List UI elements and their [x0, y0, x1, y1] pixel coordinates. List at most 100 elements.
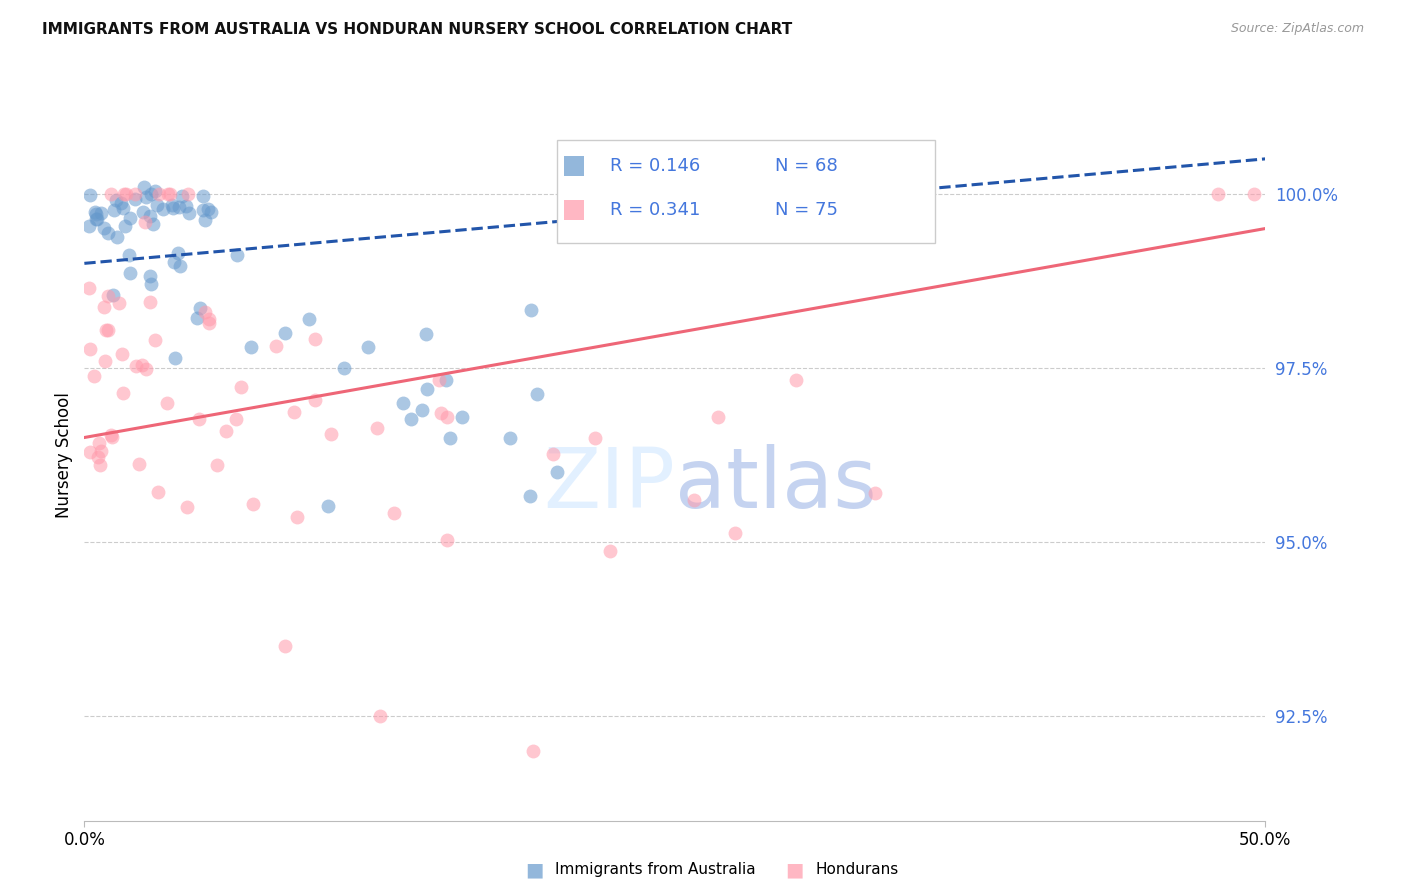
Point	[682, 493, 704, 508]
Text: R = 0.341: R = 0.341	[610, 201, 700, 219]
Point	[79, 343, 101, 357]
Text: Source: ZipAtlas.com: Source: ZipAtlas.com	[1230, 22, 1364, 36]
Point	[863, 486, 886, 500]
Point	[274, 326, 297, 340]
Y-axis label: Nursery School: Nursery School	[55, 392, 73, 518]
Point	[84, 207, 107, 221]
Point	[79, 444, 101, 458]
Text: N = 68: N = 68	[775, 157, 838, 175]
Point	[174, 199, 197, 213]
Point	[304, 332, 326, 346]
Point	[498, 430, 520, 444]
Point	[399, 412, 422, 426]
Point	[118, 248, 141, 262]
Point	[333, 360, 356, 375]
Point	[392, 395, 415, 409]
FancyBboxPatch shape	[557, 140, 935, 243]
Point	[103, 287, 125, 301]
Point	[287, 509, 309, 524]
Point	[188, 412, 211, 426]
Point	[134, 215, 156, 229]
Point	[134, 180, 156, 194]
Point	[205, 458, 228, 473]
Point	[124, 192, 146, 206]
Point	[176, 500, 198, 514]
Point	[110, 195, 132, 210]
Point	[79, 188, 101, 202]
Point	[84, 204, 107, 219]
Point	[191, 189, 214, 203]
Point	[368, 709, 391, 723]
Point	[112, 386, 135, 401]
Point	[86, 211, 108, 226]
Point	[451, 409, 474, 424]
Point	[200, 205, 222, 219]
Point	[101, 430, 124, 444]
Point	[198, 316, 221, 330]
Point	[131, 358, 153, 372]
Point	[357, 340, 380, 354]
Point	[89, 458, 111, 472]
Point	[1206, 186, 1229, 201]
Point	[274, 640, 297, 654]
Point	[316, 499, 339, 513]
Point	[135, 190, 157, 204]
Text: ■: ■	[785, 860, 804, 880]
Point	[190, 301, 212, 316]
Text: atlas: atlas	[675, 443, 876, 524]
Point	[100, 186, 122, 201]
Point	[163, 255, 186, 269]
Point	[83, 368, 105, 383]
Point	[366, 421, 388, 435]
Point	[522, 744, 544, 758]
Point	[319, 426, 342, 441]
Point	[138, 295, 160, 310]
Point	[139, 277, 162, 292]
Point	[97, 323, 120, 337]
Point	[156, 396, 179, 410]
Point	[225, 247, 247, 261]
Point	[416, 382, 439, 396]
Point	[111, 347, 134, 361]
Point	[177, 186, 200, 201]
Point	[77, 219, 100, 233]
Point	[546, 466, 568, 480]
Point	[90, 206, 112, 220]
Text: Hondurans: Hondurans	[815, 863, 898, 877]
Point	[131, 204, 153, 219]
Point	[264, 339, 287, 353]
Text: Immigrants from Australia: Immigrants from Australia	[555, 863, 756, 877]
Text: N = 75: N = 75	[775, 201, 838, 219]
Point	[439, 430, 461, 444]
Point	[526, 387, 548, 401]
Point	[583, 431, 606, 445]
Point	[100, 428, 122, 442]
Point	[124, 186, 146, 201]
Point	[165, 351, 187, 366]
Point	[118, 266, 141, 280]
Point	[186, 311, 208, 326]
Point	[105, 230, 128, 244]
Point	[436, 409, 458, 424]
Point	[415, 326, 437, 341]
Point	[148, 186, 170, 201]
Point	[145, 198, 167, 212]
Point	[93, 221, 115, 235]
Point	[128, 457, 150, 471]
Point	[94, 354, 117, 368]
Point	[304, 393, 326, 408]
Point	[785, 373, 807, 387]
Point	[115, 186, 138, 201]
Point	[724, 525, 747, 540]
Point	[167, 200, 190, 214]
Point	[146, 485, 169, 500]
Point	[197, 202, 219, 217]
Point	[97, 226, 120, 240]
Point	[103, 202, 125, 217]
Point	[79, 281, 101, 295]
Point	[135, 362, 157, 376]
Point	[215, 424, 238, 438]
Point	[197, 312, 219, 326]
Point	[142, 218, 165, 232]
Point	[97, 289, 120, 303]
